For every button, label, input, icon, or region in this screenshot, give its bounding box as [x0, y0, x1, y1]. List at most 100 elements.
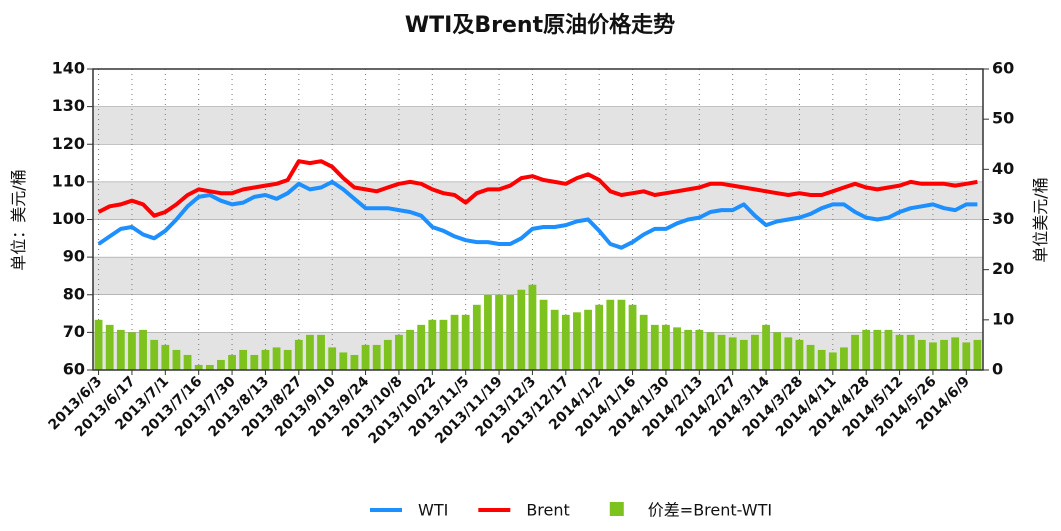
bar [306, 334, 314, 370]
bar [472, 304, 481, 370]
y2-tick-label: 40 [992, 159, 1014, 178]
bar [851, 334, 859, 370]
y-tick-label: 120 [52, 134, 85, 153]
bar [161, 344, 170, 370]
y-tick-label: 70 [63, 322, 85, 341]
y-tick-label: 90 [63, 247, 85, 266]
bar [828, 352, 837, 370]
bar [739, 339, 748, 370]
bar [517, 289, 526, 370]
bar [150, 339, 159, 370]
grid-band [93, 257, 983, 295]
bar [272, 347, 281, 370]
bar [584, 309, 592, 370]
y2-tick-label: 0 [992, 360, 1003, 379]
bar [550, 309, 559, 370]
bar [817, 349, 826, 370]
y-tick-label: 100 [52, 209, 85, 228]
bar [929, 342, 937, 370]
bar [628, 304, 637, 370]
legend-label: 价差=Brent-WTI [648, 501, 772, 520]
y2-tick-label: 60 [992, 59, 1014, 78]
bar [250, 354, 259, 370]
bar [840, 347, 848, 370]
y-tick-label: 110 [52, 171, 85, 190]
bar [751, 334, 759, 370]
bar [328, 347, 337, 370]
bar [339, 352, 348, 370]
bar [261, 349, 270, 370]
bar [539, 299, 548, 370]
bar [383, 339, 392, 370]
bar [372, 344, 381, 370]
bar [484, 294, 492, 370]
bar [573, 312, 581, 370]
legend-swatch [609, 502, 624, 516]
bar [684, 329, 693, 370]
bar [673, 327, 681, 370]
bar [428, 319, 437, 370]
bar [228, 354, 236, 370]
bar [128, 332, 136, 370]
bar [873, 329, 882, 370]
bar [528, 284, 537, 370]
bar [317, 334, 325, 370]
bar [917, 339, 926, 370]
bar [294, 339, 303, 370]
plot-frame [92, 68, 984, 371]
y-tick-label: 60 [63, 360, 85, 379]
y2-axis-label: 单位美元/桶 [1031, 177, 1050, 262]
grid-band [93, 106, 983, 145]
bar [506, 294, 515, 370]
bar [695, 329, 704, 370]
bar [862, 329, 871, 370]
chart-title: WTI及Brent原油价格走势 [405, 12, 675, 38]
bar [762, 324, 770, 370]
bar [495, 294, 503, 370]
bar [662, 324, 670, 370]
bar [461, 314, 470, 370]
bar [795, 339, 804, 370]
bar [139, 329, 147, 370]
line [97, 179, 978, 250]
bar [951, 337, 960, 370]
bar [728, 337, 737, 370]
bar [417, 324, 426, 370]
legend-label: Brent [526, 501, 569, 520]
bar [239, 349, 248, 370]
bar [940, 339, 948, 370]
bar [650, 324, 659, 370]
bar [283, 349, 292, 370]
bar [561, 314, 570, 370]
bar [962, 342, 971, 370]
bar [94, 319, 103, 370]
y-tick-label: 140 [52, 59, 85, 78]
y-tick-label: 80 [63, 284, 85, 303]
bar [205, 364, 214, 370]
y2-tick-label: 20 [992, 259, 1014, 278]
bar [895, 334, 904, 370]
bar [884, 329, 893, 370]
bar [773, 332, 782, 370]
bar [806, 344, 815, 370]
bar [973, 339, 982, 370]
line [97, 159, 978, 218]
bar [172, 349, 181, 370]
bar [350, 354, 359, 370]
bar [606, 299, 615, 370]
legend-label: WTI [418, 501, 448, 520]
y2-tick-label: 50 [992, 109, 1014, 128]
y-axis-label: 单位：美元/桶 [9, 169, 28, 270]
bar [183, 354, 192, 370]
y-tick-label: 130 [52, 96, 85, 115]
bar [406, 329, 414, 370]
bar [194, 364, 203, 370]
bar [439, 319, 448, 370]
bar [706, 332, 715, 370]
y2-tick-label: 10 [992, 309, 1014, 328]
bar [217, 359, 225, 370]
bar [595, 304, 604, 370]
bar [617, 299, 626, 370]
bar [105, 324, 114, 370]
